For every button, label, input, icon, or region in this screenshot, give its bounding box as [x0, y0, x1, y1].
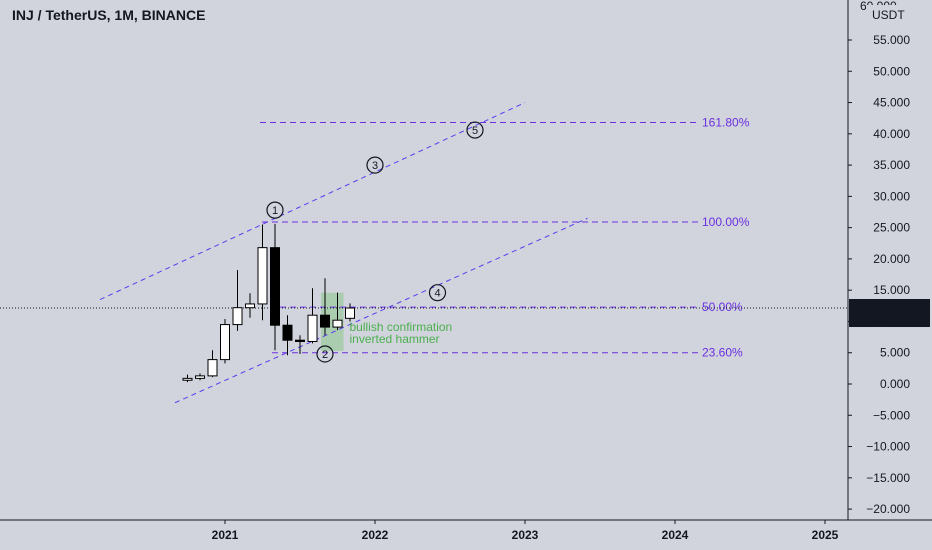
countdown-label: 24d 6h — [871, 313, 908, 327]
wave-label: 2 — [322, 349, 328, 361]
candle-body — [307, 314, 318, 342]
y-tick-label: 25.000 — [873, 221, 910, 235]
channel-lower-line — [174, 217, 588, 404]
annotation-text: inverted hammer — [350, 332, 440, 346]
wave-label: 5 — [472, 125, 478, 137]
chart-title: INJ / TetherUS, 1M, BINANCE — [12, 7, 206, 23]
x-tick-label: 2022 — [362, 528, 389, 542]
x-tick-label: 2024 — [662, 528, 689, 542]
y-tick-label: 30.000 — [873, 189, 910, 203]
currency-label-bg — [866, 5, 914, 23]
y-tick-label: 35.000 — [873, 158, 910, 172]
x-tick-label: 2021 — [212, 528, 239, 542]
wave-label: 1 — [272, 205, 278, 217]
last-price-badge — [849, 299, 930, 328]
y-tick-label: 55.000 — [873, 33, 910, 47]
candle-body — [270, 247, 280, 326]
fib-label: 50.00% — [702, 300, 743, 314]
wave-circle — [428, 284, 447, 302]
x-tick-label: 2023 — [512, 528, 539, 542]
wave-circle — [316, 345, 334, 363]
y-tick-label: −15.000 — [866, 471, 910, 485]
candle-body — [245, 303, 255, 309]
wave-circle — [466, 121, 484, 139]
wave-label: 4 — [434, 288, 440, 300]
candle-body — [282, 324, 293, 341]
y-tick-label: 15.000 — [873, 283, 910, 297]
fib-label: 100.00% — [702, 215, 750, 229]
candle-body — [257, 247, 268, 305]
fib-label: 23.60% — [702, 346, 743, 360]
wave-label: 3 — [372, 160, 378, 172]
fib-label: 161.80% — [702, 116, 750, 130]
y-tick-label: 40.000 — [873, 127, 910, 141]
candle-body — [207, 359, 218, 377]
y-tick-label: 5.000 — [880, 346, 910, 360]
candle-body — [320, 314, 330, 328]
candle-body — [195, 375, 205, 379]
candle-body — [345, 307, 355, 319]
y-tick-label: −5.000 — [873, 408, 910, 422]
wave-circle — [266, 201, 284, 219]
candle-body — [295, 339, 305, 342]
y-tick-label: −10.000 — [866, 440, 910, 454]
x-tick-label: 2025 — [812, 528, 839, 542]
annotation-text: bullish confirmation — [350, 320, 453, 334]
y-tick-label: 50.000 — [873, 64, 910, 78]
y-tick-label: 45.000 — [873, 96, 910, 110]
y-tick-label: 20.000 — [873, 252, 910, 266]
candle-body — [220, 324, 230, 361]
candle-body — [232, 307, 243, 326]
candle-body — [182, 377, 193, 381]
channel-upper-line — [99, 102, 526, 301]
currency-label: USDT — [872, 8, 905, 22]
last-price-value: 12.150 — [871, 301, 908, 315]
candle-body — [332, 319, 343, 328]
wave-circle — [366, 156, 384, 174]
y-tick-label: −20.000 — [866, 502, 910, 516]
y-tick-label: 0.000 — [880, 377, 910, 391]
